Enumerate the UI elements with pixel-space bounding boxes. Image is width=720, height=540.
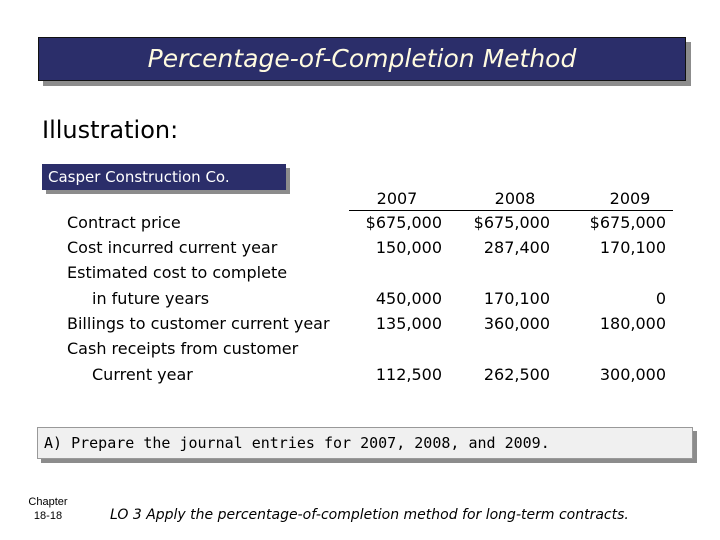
task-box: A) Prepare the journal entries for 2007,… xyxy=(37,427,693,459)
chapter-label: Chapter xyxy=(28,496,68,508)
subtitle: Illustration: xyxy=(42,116,179,144)
cell-value: 360,000 xyxy=(483,314,550,333)
cell-value: $675,000 xyxy=(365,213,442,232)
row-label: Billings to customer current year xyxy=(67,314,330,333)
year-header: 2007 xyxy=(376,189,418,208)
company-box: Casper Construction Co. xyxy=(42,164,286,190)
cell-value: 135,000 xyxy=(375,314,442,333)
row-label: Current year xyxy=(92,365,193,384)
row-label: in future years xyxy=(92,289,210,308)
title: Percentage-of-Completion Method xyxy=(38,37,686,81)
row-label: Estimated cost to complete xyxy=(67,263,288,282)
row-label: Cash receipts from customer xyxy=(67,339,299,358)
row-label: Cost incurred current year xyxy=(67,238,278,257)
cell-value: 150,000 xyxy=(375,238,442,257)
cell-value: 450,000 xyxy=(375,289,442,308)
year-header: 2009 xyxy=(609,189,651,208)
year-header: 2008 xyxy=(494,189,536,208)
cell-value: 170,100 xyxy=(483,289,550,308)
cell-value: 112,500 xyxy=(375,365,442,384)
cell-value: 287,400 xyxy=(483,238,550,257)
page-number: 18-18 xyxy=(33,510,63,522)
cell-value: $675,000 xyxy=(589,213,666,232)
row-label: Contract price xyxy=(67,213,181,232)
cell-value: 170,100 xyxy=(599,238,666,257)
cell-value: 0 xyxy=(655,289,666,308)
cell-value: 300,000 xyxy=(599,365,666,384)
cell-value: $675,000 xyxy=(473,213,550,232)
cell-value: 180,000 xyxy=(599,314,666,333)
learning-objective: LO 3 Apply the percentage-of-completion … xyxy=(110,507,629,523)
cell-value: 262,500 xyxy=(483,365,550,384)
header-rule xyxy=(349,210,673,211)
